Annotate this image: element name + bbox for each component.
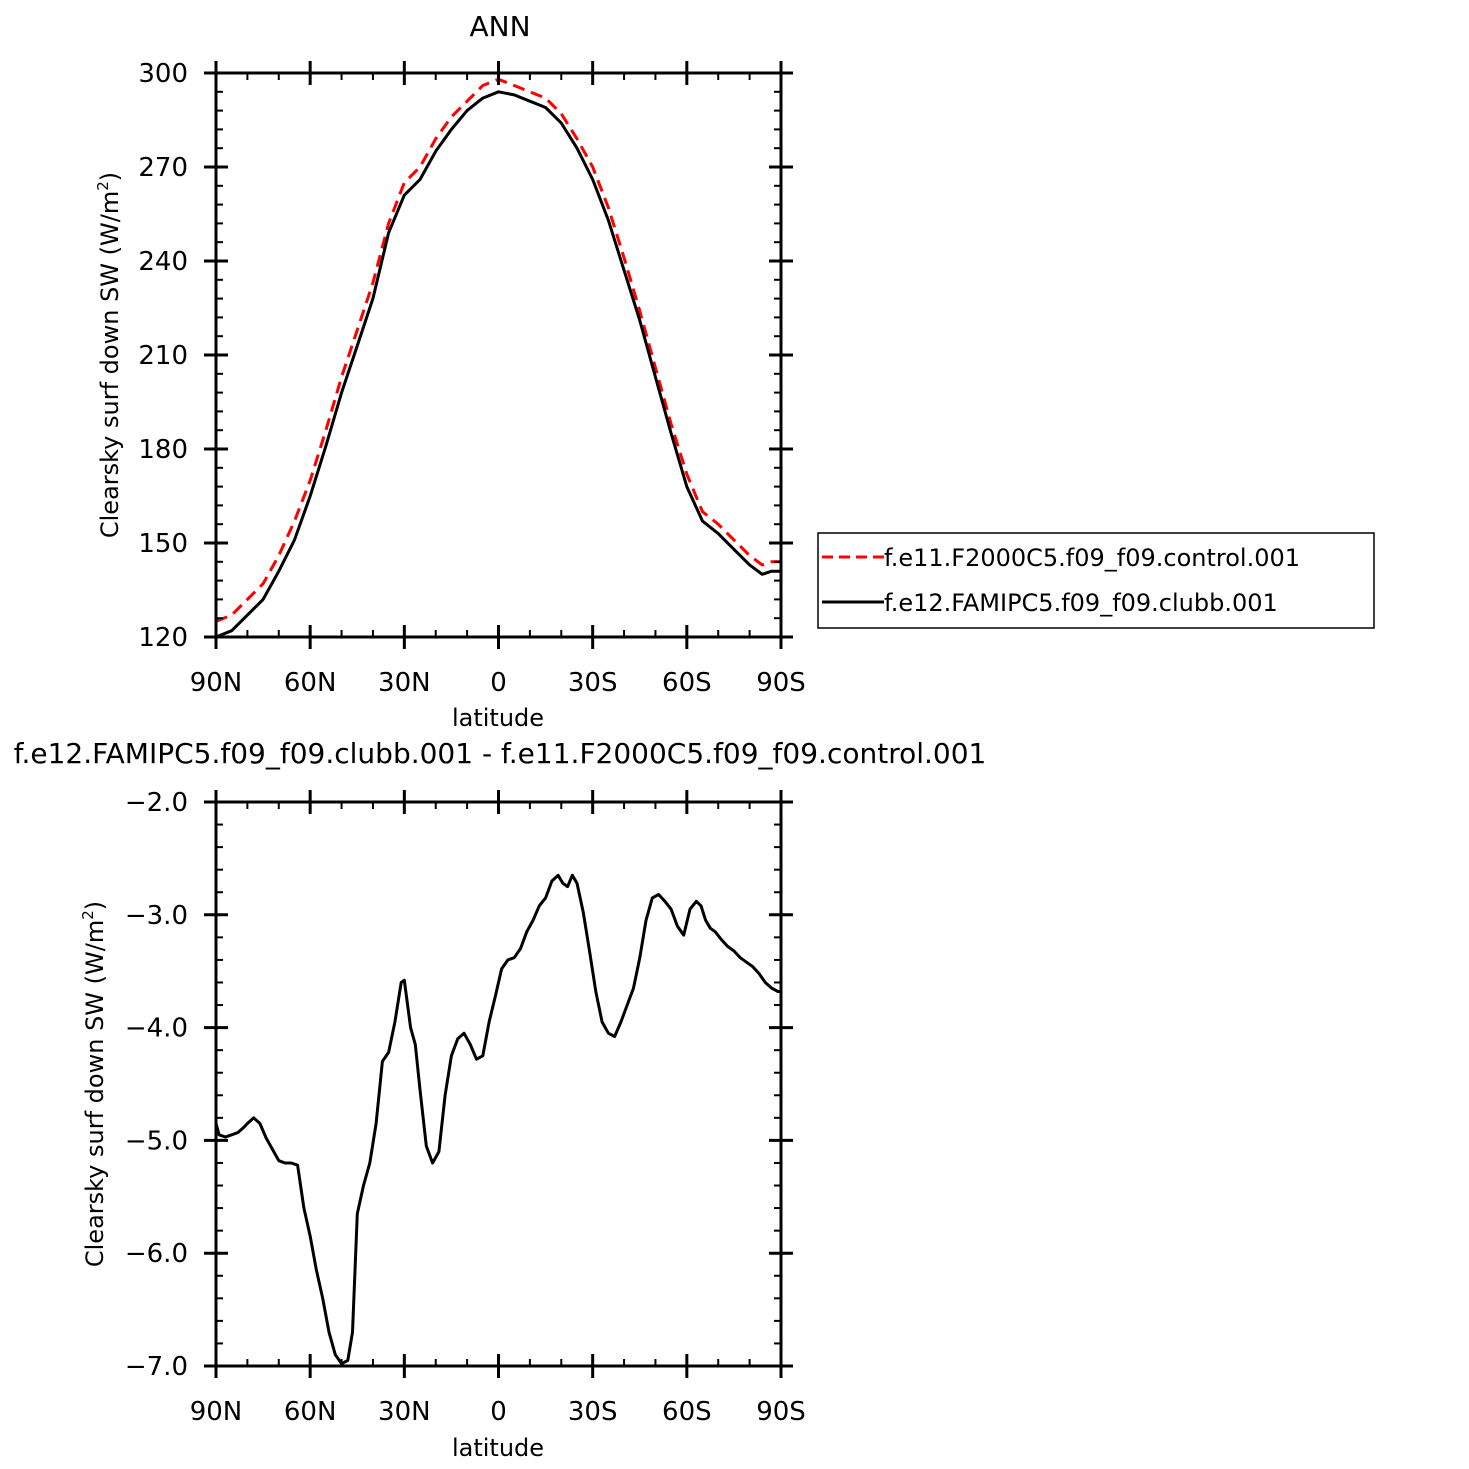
x-tick-label: 90S — [756, 668, 806, 698]
x-tick-label: 0 — [490, 1397, 507, 1427]
y-tick-label: 180 — [138, 435, 188, 465]
tick-label-group: 90N 60N 30N 0 30S 60S 90S 120 150 180 210 240 270 300 — [138, 59, 805, 698]
x-tick-label: 60N — [284, 668, 337, 698]
y-tick-label: −3.0 — [125, 901, 188, 931]
x-tick-label: 60N — [284, 1397, 337, 1427]
top-panel: ANN 90N 60N 30N 0 30S 60S 90S 120 150 180 210 240 27… — [94, 10, 1375, 732]
chart-title-bottom: f.e12.FAMIPC5.f09_f09.clubb.001 - f.e11.… — [14, 737, 987, 770]
y-tick-label: 300 — [138, 59, 188, 89]
y-tick-label: 210 — [138, 341, 188, 371]
x-tick-label: 60S — [662, 1397, 712, 1427]
y-tick-label: −2.0 — [125, 788, 188, 818]
x-tick-label: 30N — [378, 668, 431, 698]
chart-title-top: ANN — [469, 10, 530, 43]
y-axis-label-bottom: Clearsky surf down SW (W/m2) — [79, 901, 109, 1267]
legend-box — [817, 532, 1375, 629]
x-tick-label: 0 — [490, 668, 507, 698]
x-tick-label: 30N — [378, 1397, 431, 1427]
legend-label-clubb: f.e12.FAMIPC5.f09_f09.clubb.001 — [884, 589, 1278, 617]
x-tick-label: 90N — [190, 1397, 243, 1427]
tick-label-group: 90N 60N 30N 0 30S 60S 90S −7.0 −6.0 −5.0 −4.0 −3.0 −… — [125, 788, 806, 1427]
tick-group — [204, 61, 793, 649]
series-line-0 — [215, 77, 781, 623]
x-tick-label: 60S — [662, 668, 712, 698]
series-group — [214, 873, 781, 1366]
y-tick-label: −4.0 — [125, 1014, 188, 1044]
plot-frame-top — [214, 71, 783, 639]
y-tick-label: 150 — [138, 529, 188, 559]
series-line-0 — [214, 873, 781, 1366]
legend-label-control: f.e11.F2000C5.f09_f09.control.001 — [884, 544, 1300, 572]
x-tick-label: 90S — [756, 1397, 806, 1427]
series-line-1 — [215, 90, 781, 639]
tick-group — [204, 790, 793, 1378]
legend: f.e11.F2000C5.f09_f09.control.001 f.e12.… — [817, 532, 1375, 629]
x-tick-label: 90N — [190, 668, 243, 698]
x-axis-label-top: latitude — [452, 704, 544, 732]
bottom-panel: f.e12.FAMIPC5.f09_f09.clubb.001 - f.e11.… — [14, 737, 987, 1462]
x-tick-label: 30S — [568, 668, 618, 698]
y-tick-label: 270 — [138, 153, 188, 183]
y-tick-label: −6.0 — [125, 1239, 188, 1269]
y-tick-label: 240 — [138, 247, 188, 277]
series-group — [215, 77, 781, 639]
y-tick-label: −7.0 — [125, 1352, 188, 1382]
plot-frame-bottom — [214, 800, 783, 1368]
x-axis-label-bottom: latitude — [452, 1434, 544, 1462]
y-tick-label: 120 — [138, 623, 188, 653]
y-tick-label: −5.0 — [125, 1126, 188, 1156]
y-axis-label-top: Clearsky surf down SW (W/m2) — [94, 172, 124, 538]
x-tick-label: 30S — [568, 1397, 618, 1427]
